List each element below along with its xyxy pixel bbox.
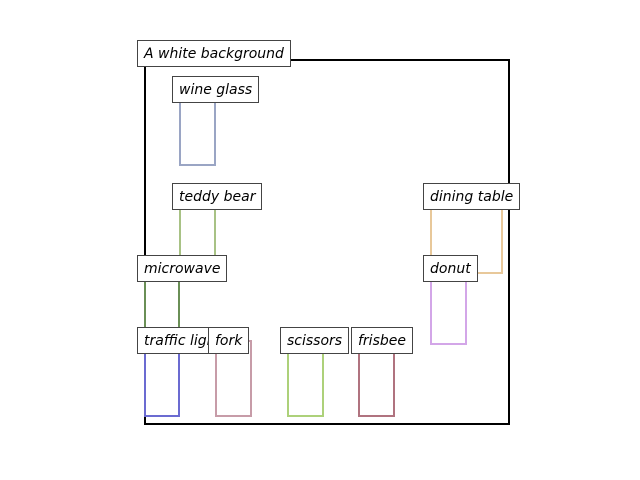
teddy-bear-label: teddy bear bbox=[172, 183, 263, 210]
donut-label: donut bbox=[423, 255, 478, 282]
microwave-label: microwave bbox=[137, 255, 228, 282]
frisbee-label: frisbee bbox=[351, 327, 413, 354]
wine-glass-label: wine glass bbox=[172, 76, 260, 103]
fork-label: fork bbox=[208, 327, 250, 354]
canvas-frame bbox=[144, 59, 510, 425]
background-label: A white background bbox=[137, 40, 291, 67]
scissors-label: scissors bbox=[280, 327, 350, 354]
dining-table-label: dining table bbox=[423, 183, 521, 210]
